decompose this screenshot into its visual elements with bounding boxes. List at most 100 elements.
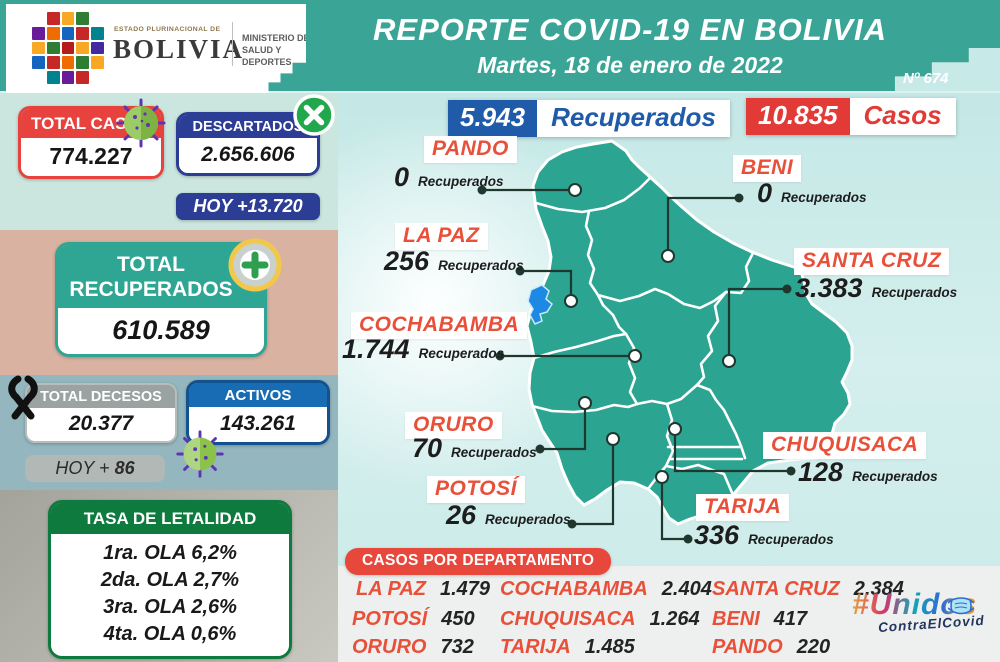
ministerio-label: MINISTERIO DE SALUD Y DEPORTES xyxy=(242,33,310,68)
virus-icon xyxy=(176,430,224,478)
footer-name: TARIJA xyxy=(500,636,571,658)
dept-value-potosi: 26 Recuperados xyxy=(446,500,571,531)
footer-name: COCHABAMBA xyxy=(500,578,648,600)
beni-recovered-value: 0 xyxy=(757,178,773,208)
bolivia-coat-of-arms-icon xyxy=(32,12,104,84)
header-divider-line xyxy=(0,91,1000,93)
tarija-recovered-word: Recuperados xyxy=(748,532,834,547)
dept-label-santa-cruz: SANTA CRUZ xyxy=(794,248,950,275)
footer-value: 1.485 xyxy=(584,636,635,658)
santa-cruz-recovered-value: 3.383 xyxy=(795,273,863,303)
recovered-total-word: Recuperados xyxy=(537,100,730,137)
dept-value-la-paz: 256 Recuperados xyxy=(384,246,524,277)
active-cases-card: ACTIVOS 143.261 xyxy=(186,380,330,445)
oruro-recovered-value: 70 xyxy=(412,433,443,463)
face-mask-icon xyxy=(948,597,974,615)
total-recovered-label: TOTAL RECUPERADOS xyxy=(58,245,264,309)
footer-value: 2.384 xyxy=(854,578,904,600)
cases-total-value: 10.835 xyxy=(746,98,850,135)
dept-value-santa-cruz: 3.383 Recuperados xyxy=(795,273,957,304)
active-cases-label: ACTIVOS xyxy=(189,383,327,407)
report-number: Nº 674 xyxy=(903,70,949,87)
cases-total-badge: 10.835 Casos xyxy=(746,98,956,135)
total-recovered-value: 610.589 xyxy=(58,308,264,355)
pando-recovered-word: Recuperados xyxy=(418,174,504,189)
footer-value: 1.479 xyxy=(440,578,491,600)
footer-value: 732 xyxy=(440,636,474,658)
footer-value: 2.404 xyxy=(661,578,712,600)
dept-value-oruro: 70 Recuperados xyxy=(412,433,537,464)
footer-value: 220 xyxy=(796,636,831,658)
deaths-today-prefix: HOY + xyxy=(55,458,115,478)
la-paz-recovered-value: 256 xyxy=(384,246,430,276)
potosi-recovered-word: Recuperados xyxy=(485,512,571,527)
virus-icon xyxy=(116,98,166,148)
dept-value-beni: 0 Recuperados xyxy=(757,178,867,209)
lethality-row-3: 3ra. OLA 2,6% xyxy=(103,596,237,618)
lethality-row-4: 4ta. OLA 0,6% xyxy=(103,623,237,645)
dept-label-pando: PANDO xyxy=(424,136,517,163)
pando-recovered-value: 0 xyxy=(394,162,410,192)
lethality-row-1: 1ra. OLA 6,2% xyxy=(103,542,237,564)
mourning-ribbon-icon xyxy=(8,375,38,420)
beni-recovered-word: Recuperados xyxy=(781,190,867,205)
discarded-today-badge: HOY +13.720 xyxy=(176,193,320,220)
dept-label-beni: BENI xyxy=(733,155,802,182)
total-deaths-card: TOTAL DECESOS 20.377 xyxy=(25,383,177,443)
la-paz-recovered-word: Recuperados xyxy=(438,258,524,273)
total-cases-value: 774.227 xyxy=(21,137,161,176)
dept-value-tarija: 336 Recuperados xyxy=(694,520,834,551)
unidos-contra-el-covid-logo: #Unidos ContraElCovid xyxy=(852,588,997,658)
discarded-label: DESCARTADOS xyxy=(179,115,317,138)
tarija-recovered-value: 336 xyxy=(694,520,740,550)
dept-label-oruro: ORURO xyxy=(405,412,502,439)
dept-value-chuquisaca: 128 Recuperados xyxy=(798,457,938,488)
santa-cruz-recovered-word: Recuperados xyxy=(871,285,958,300)
footer-name: POTOSÍ xyxy=(352,608,428,630)
active-cases-value: 143.261 xyxy=(189,407,327,442)
dept-value-cochabamba: 1.744 Recuperados xyxy=(342,334,504,365)
footer-name: ORURO xyxy=(352,636,427,658)
plus-circle-icon xyxy=(228,238,282,292)
dept-label-chuquisaca: CHUQUISACA xyxy=(763,432,927,459)
bolivia-wordmark: BOLIVIA xyxy=(113,34,245,64)
logo-divider xyxy=(232,22,233,66)
footer-name: PANDO xyxy=(712,636,783,658)
footer-name: BENI xyxy=(712,608,760,630)
deaths-today-badge: HOY + 86 xyxy=(25,455,165,482)
government-logo-box: ESTADO PLURINACIONAL DE BOLIVIA MINISTER… xyxy=(6,4,306,93)
oruro-recovered-word: Recuperados xyxy=(451,445,537,460)
footer-band xyxy=(338,566,1000,662)
total-deaths-value: 20.377 xyxy=(27,408,175,441)
dept-label-cochabamba: COCHABAMBA xyxy=(351,312,528,339)
discarded-card: DESCARTADOS 2.656.606 xyxy=(176,112,320,176)
discarded-value: 2.656.606 xyxy=(179,138,317,173)
footer-value: 417 xyxy=(773,608,808,630)
recovered-total-badge: 5.943 Recuperados xyxy=(448,100,730,137)
lethality-rate-card: TASA DE LETALIDAD 1ra. OLA 6,2% 2da. OLA… xyxy=(48,500,292,659)
cases-total-word: Casos xyxy=(849,98,956,135)
footer-name: CHUQUISACA xyxy=(500,608,636,630)
total-recovered-card: TOTAL RECUPERADOS 610.589 xyxy=(55,242,267,358)
cochabamba-recovered-value: 1.744 xyxy=(342,334,410,364)
cases-by-department-title: CASOS POR DEPARTAMENTO xyxy=(345,548,612,575)
recovered-total-value: 5.943 xyxy=(448,100,538,137)
deaths-today-value: 86 xyxy=(114,458,135,478)
dept-value-pando: 0 Recuperados xyxy=(394,162,504,193)
potosi-recovered-value: 26 xyxy=(446,500,477,530)
cochabamba-recovered-word: Recuperados xyxy=(418,346,505,361)
total-deaths-label: TOTAL DECESOS xyxy=(27,385,175,408)
lethality-row-2: 2da. OLA 2,7% xyxy=(100,569,240,591)
dept-label-tarija: TARIJA xyxy=(696,494,790,521)
page-title: REPORTE COVID-19 EN BOLIVIA xyxy=(373,12,887,47)
report-date: Martes, 18 de enero de 2022 xyxy=(477,52,783,78)
x-circle-icon xyxy=(293,94,335,136)
footer-value: 1.264 xyxy=(649,608,700,630)
footer-name: SANTA CRUZ xyxy=(712,578,840,600)
dept-label-potosi: POTOSÍ xyxy=(427,476,525,503)
footer-value: 450 xyxy=(441,608,475,630)
chuquisaca-recovered-value: 128 xyxy=(798,457,844,487)
footer-name: LA PAZ xyxy=(356,578,426,600)
chuquisaca-recovered-word: Recuperados xyxy=(852,469,938,484)
